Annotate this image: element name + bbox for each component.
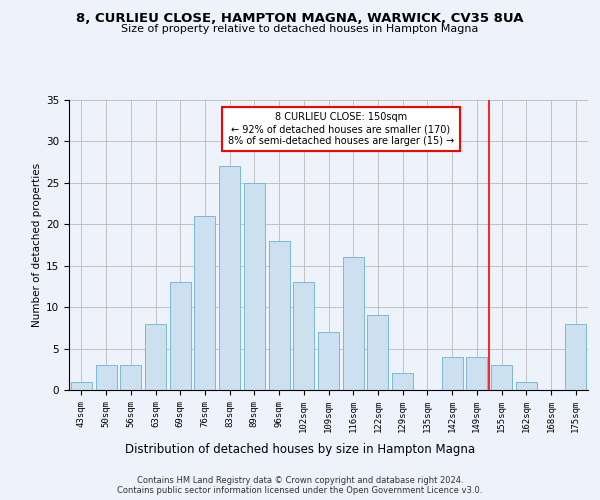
Bar xyxy=(491,365,512,390)
Bar xyxy=(367,316,388,390)
Bar xyxy=(71,382,92,390)
Bar xyxy=(318,332,339,390)
Bar xyxy=(244,183,265,390)
Bar xyxy=(170,282,191,390)
Bar xyxy=(565,324,586,390)
Bar xyxy=(442,357,463,390)
Text: Distribution of detached houses by size in Hampton Magna: Distribution of detached houses by size … xyxy=(125,442,475,456)
Bar xyxy=(95,365,116,390)
Bar xyxy=(392,374,413,390)
Bar xyxy=(343,258,364,390)
Bar xyxy=(516,382,537,390)
Bar xyxy=(145,324,166,390)
Bar xyxy=(466,357,487,390)
Text: 8, CURLIEU CLOSE, HAMPTON MAGNA, WARWICK, CV35 8UA: 8, CURLIEU CLOSE, HAMPTON MAGNA, WARWICK… xyxy=(76,12,524,26)
Bar xyxy=(269,241,290,390)
Bar xyxy=(120,365,141,390)
Text: Size of property relative to detached houses in Hampton Magna: Size of property relative to detached ho… xyxy=(121,24,479,34)
Bar xyxy=(194,216,215,390)
Text: 8 CURLIEU CLOSE: 150sqm
← 92% of detached houses are smaller (170)
8% of semi-de: 8 CURLIEU CLOSE: 150sqm ← 92% of detache… xyxy=(228,112,454,146)
Bar xyxy=(219,166,240,390)
Y-axis label: Number of detached properties: Number of detached properties xyxy=(32,163,42,327)
Bar xyxy=(293,282,314,390)
Text: Contains HM Land Registry data © Crown copyright and database right 2024.
Contai: Contains HM Land Registry data © Crown c… xyxy=(118,476,482,495)
